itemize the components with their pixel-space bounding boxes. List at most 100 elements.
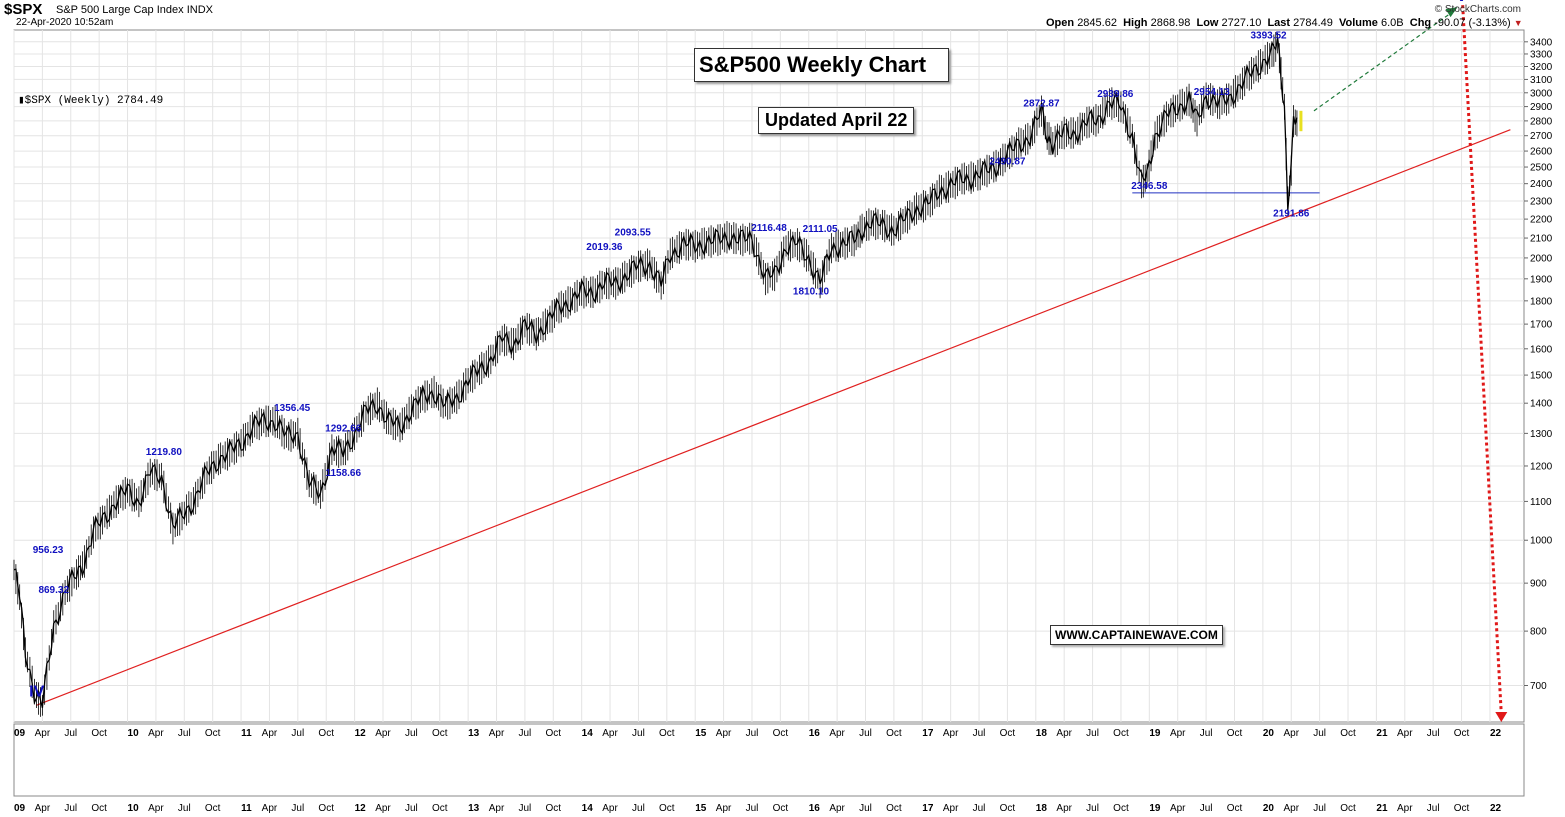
index-name: S&P 500 Large Cap Index INDX xyxy=(56,4,213,16)
y-tick-label: 2300 xyxy=(1530,197,1553,208)
x-tick-label-lower: Jul xyxy=(64,803,77,814)
x-tick-label: 13 xyxy=(468,728,480,739)
x-tick-label-lower: Oct xyxy=(318,803,334,814)
x-tick-label-lower: 18 xyxy=(1036,803,1048,814)
stockcharts-credit: © StockCharts.com xyxy=(1434,4,1521,15)
x-tick-label-lower: 11 xyxy=(241,803,252,814)
x-tick-label: Apr xyxy=(489,728,505,739)
y-tick-label: 700 xyxy=(1530,681,1547,692)
x-tick-label-lower: Jul xyxy=(178,803,191,814)
x-tick-label: 20 xyxy=(1263,728,1275,739)
wave-annotation: 2939.86 xyxy=(1097,89,1134,100)
x-tick-label-lower: 09 xyxy=(14,803,26,814)
volume-label: Volume xyxy=(1339,17,1378,29)
y-tick-label: 1700 xyxy=(1530,320,1553,331)
wave-annotation: 2872.87 xyxy=(1023,98,1060,109)
x-tick-label: Apr xyxy=(829,728,845,739)
x-tick-label-lower: Oct xyxy=(91,803,107,814)
x-tick-label: Jul xyxy=(746,728,759,739)
x-tick-label-lower: 20 xyxy=(1263,803,1275,814)
wave-annotation: 869.32 xyxy=(38,585,69,596)
x-tick-label: Oct xyxy=(1227,728,1243,739)
x-tick-label: Jul xyxy=(1086,728,1099,739)
x-tick-label-lower: Oct xyxy=(1113,803,1129,814)
x-tick-label-lower: Oct xyxy=(205,803,221,814)
x-tick-label: Oct xyxy=(1340,728,1356,739)
y-tick-label: 2400 xyxy=(1530,179,1553,190)
x-tick-label: Jul xyxy=(859,728,872,739)
low-value: 2727.10 xyxy=(1221,17,1262,29)
wave-annotation: IV xyxy=(29,683,44,700)
y-tick-label: 3300 xyxy=(1530,49,1553,60)
x-tick-label-lower: Jul xyxy=(1200,803,1213,814)
x-tick-label-lower: 17 xyxy=(922,803,934,814)
chart-timestamp: 22-Apr-2020 10:52am xyxy=(16,17,114,28)
x-tick-label: 21 xyxy=(1376,728,1388,739)
x-tick-label: Oct xyxy=(1454,728,1470,739)
x-tick-label: 22 xyxy=(1490,728,1502,739)
x-tick-label-lower: 13 xyxy=(468,803,480,814)
x-tick-label-lower: Oct xyxy=(432,803,448,814)
x-tick-label-lower: 14 xyxy=(582,803,594,814)
x-tick-label-lower: Apr xyxy=(262,803,278,814)
wave-annotation: 2954.13 xyxy=(1194,87,1231,98)
x-tick-label: Apr xyxy=(602,728,618,739)
ticker-symbol: $SPX xyxy=(4,1,43,18)
wave-annotation: V xyxy=(1456,0,1468,5)
x-tick-label: Apr xyxy=(35,728,51,739)
y-tick-label: 1400 xyxy=(1530,399,1553,410)
wave-annotation: 1158.66 xyxy=(325,468,361,479)
x-tick-label-lower: Oct xyxy=(773,803,789,814)
x-tick-label: Jul xyxy=(64,728,77,739)
y-tick-label: 1800 xyxy=(1530,296,1553,307)
projection-up-line xyxy=(1313,10,1454,112)
x-tick-label-lower: 19 xyxy=(1149,803,1161,814)
trendline xyxy=(36,129,1511,706)
x-tick-label: Jul xyxy=(973,728,986,739)
x-tick-label: Apr xyxy=(1056,728,1072,739)
x-tick-label: Oct xyxy=(659,728,675,739)
wave-annotation: 3393.52 xyxy=(1250,31,1287,42)
x-tick-label-lower: Oct xyxy=(546,803,562,814)
x-tick-label-lower: 22 xyxy=(1490,803,1502,814)
x-tick-label-lower: Jul xyxy=(519,803,532,814)
x-tick-label: Oct xyxy=(886,728,902,739)
x-tick-label-lower: Jul xyxy=(1086,803,1099,814)
x-tick-label-lower: Jul xyxy=(291,803,304,814)
y-tick-label: 3200 xyxy=(1530,62,1553,73)
exchange-label: INDX xyxy=(186,4,213,16)
y-tick-label: 2800 xyxy=(1530,116,1553,127)
x-tick-label-lower: Jul xyxy=(405,803,418,814)
y-tick-label: 3000 xyxy=(1530,88,1553,99)
open-value: 2845.62 xyxy=(1077,17,1117,29)
x-tick-label: Apr xyxy=(1397,728,1413,739)
y-tick-label: 2200 xyxy=(1530,215,1553,226)
last-value: 2784.49 xyxy=(1293,17,1333,29)
low-label: Low xyxy=(1196,17,1219,29)
wave-annotation: 1356.45 xyxy=(274,403,311,414)
website-label: WWW.CAPTAINEWAVE.COM xyxy=(1050,625,1223,645)
legend-text: $SPX (Weekly) 2784.49 xyxy=(24,95,164,107)
x-tick-label-lower: 12 xyxy=(355,803,367,814)
x-tick-label-lower: Apr xyxy=(35,803,51,814)
x-tick-label-lower: Oct xyxy=(1227,803,1243,814)
x-tick-label: Apr xyxy=(148,728,164,739)
x-tick-label: 19 xyxy=(1149,728,1161,739)
x-tick-label: Jul xyxy=(178,728,191,739)
x-tick-label: 11 xyxy=(241,728,252,739)
quote-bar: Open 2845.62 High 2868.98 Low 2727.10 La… xyxy=(1046,17,1523,29)
y-tick-label: 800 xyxy=(1530,627,1547,638)
y-tick-label: 2900 xyxy=(1530,102,1553,113)
x-tick-label-lower: Jul xyxy=(973,803,986,814)
y-tick-label: 1200 xyxy=(1530,461,1553,472)
series-legend: ▮$SPX (Weekly) 2784.49 xyxy=(18,93,163,107)
x-tick-label-lower: Oct xyxy=(1340,803,1356,814)
x-tick-label-lower: Jul xyxy=(632,803,645,814)
y-tick-label: 2600 xyxy=(1530,147,1553,158)
price-series xyxy=(13,37,1298,709)
wave-annotation: 1219.80 xyxy=(146,447,183,458)
x-tick-label: 10 xyxy=(128,728,140,739)
x-tick-label-lower: Apr xyxy=(1056,803,1072,814)
chart-title: S&P500 Weekly Chart xyxy=(694,48,950,82)
x-tick-label: Jul xyxy=(405,728,418,739)
